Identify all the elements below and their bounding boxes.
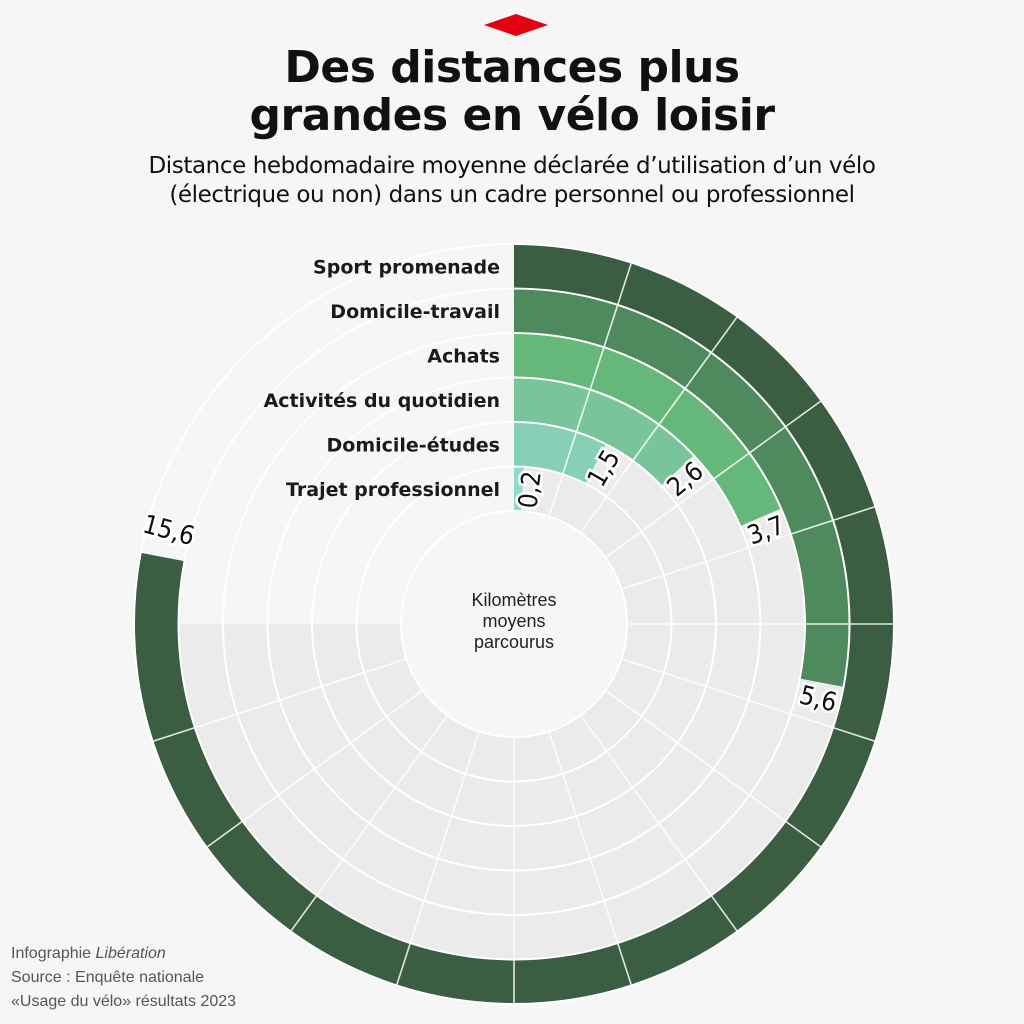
gridline [152, 658, 407, 743]
category-label: Trajet professionnel [286, 479, 500, 501]
category-label: Sport promenade [313, 256, 500, 278]
gridline [206, 689, 424, 849]
credit-prefix: Infographie [11, 945, 96, 962]
center-label-line: Kilomètres [471, 590, 556, 610]
bar-4 [514, 378, 693, 486]
gridline [579, 316, 739, 534]
gridline [621, 505, 876, 590]
chart-title: Des distances plus grandes en vélo loisi… [0, 44, 1024, 140]
bar-5 [514, 423, 606, 483]
center-label-line: parcourus [474, 632, 554, 652]
value-label: 0,2 [513, 469, 547, 510]
subtitle-line-1: Distance hebdomadaire moyenne déclarée d… [148, 153, 876, 179]
gridline [621, 658, 876, 743]
gridline [289, 714, 449, 932]
credit-brand: Libération [95, 945, 166, 962]
title-line-2: grandes en vélo loisir [249, 90, 775, 141]
value-label-group: 15,6 [137, 507, 200, 555]
gridline [604, 399, 822, 559]
subtitle-line-2: (électrique ou non) dans un cadre person… [169, 182, 855, 208]
value-label-group: 0,2 [511, 467, 550, 513]
value-label: 15,6 [140, 510, 198, 553]
category-label: Activités du quotidien [264, 390, 500, 412]
bar-2 [514, 289, 849, 687]
gridline [604, 689, 822, 849]
liberation-logo-icon [484, 14, 548, 36]
bar-6 [514, 467, 524, 511]
credit-line-2: Source : Enquête nationale [11, 969, 205, 986]
title-line-1: Des distances plus [284, 42, 740, 93]
gridline [548, 262, 633, 517]
category-label: Achats [427, 345, 500, 367]
center-label-line: moyens [482, 611, 545, 631]
credits: Infographie Libération Source : Enquête … [11, 942, 236, 1014]
gridline [395, 731, 480, 986]
bar-3 [514, 334, 781, 526]
category-label: Domicile-travail [330, 301, 500, 323]
gridline [579, 714, 739, 932]
gridline [548, 731, 633, 986]
credit-line-3: «Usage du vélo» résultats 2023 [11, 993, 237, 1010]
chart-subtitle: Distance hebdomadaire moyenne déclarée d… [20, 152, 1004, 210]
credit-line-1: Infographie Libération [11, 942, 236, 966]
category-label: Domicile-études [327, 434, 501, 456]
